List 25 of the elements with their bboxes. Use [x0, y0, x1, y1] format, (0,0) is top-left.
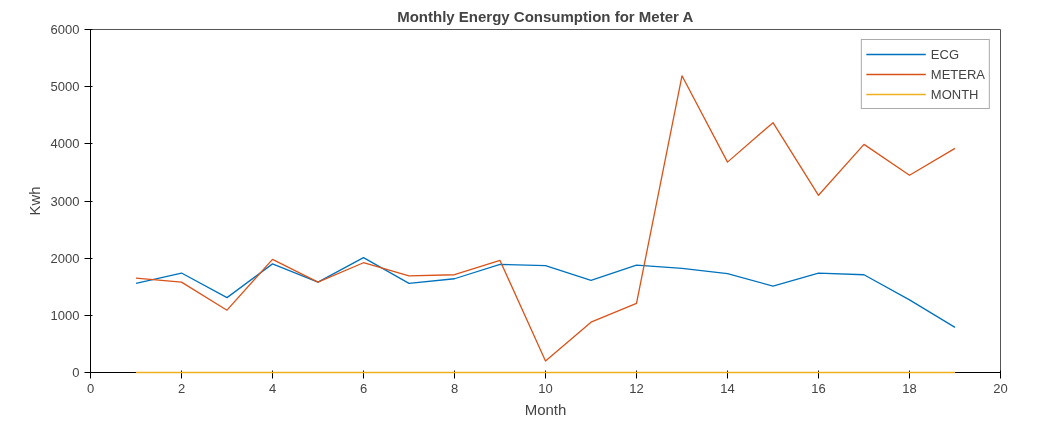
x-tick-label: 16 — [811, 380, 826, 396]
legend-label: MONTH — [930, 86, 979, 102]
y-tick-label: 3000 — [50, 193, 80, 209]
line-series — [135, 256, 956, 328]
y-tick-label: 1000 — [50, 307, 80, 323]
legend-label: METERA — [930, 66, 985, 82]
legend-label: ECG — [930, 46, 959, 62]
x-axis-title: Month — [524, 400, 567, 418]
x-tick-label: 14 — [720, 380, 735, 396]
y-tick-label: 4000 — [50, 136, 80, 152]
x-tick-label: 12 — [629, 380, 644, 396]
x-tick-label: 2 — [177, 380, 186, 396]
y-tick-label: 6000 — [50, 22, 80, 37]
x-tick-label: 8 — [450, 380, 459, 396]
x-tick-label: 0 — [86, 380, 95, 396]
x-tick-label: 20 — [993, 380, 1008, 396]
x-tick-label: 10 — [538, 380, 553, 396]
y-tick-label: 0 — [72, 365, 80, 380]
x-tick-label: 4 — [268, 380, 277, 396]
y-tick-label: 2000 — [50, 250, 80, 266]
x-tick-label: 18 — [902, 380, 917, 396]
y-axis-title: Kwh — [25, 186, 43, 216]
x-tick-label: 6 — [359, 380, 368, 396]
chart-title: Monthly Energy Consumption for Meter A — [397, 7, 694, 25]
y-tick-label: 5000 — [50, 79, 80, 95]
